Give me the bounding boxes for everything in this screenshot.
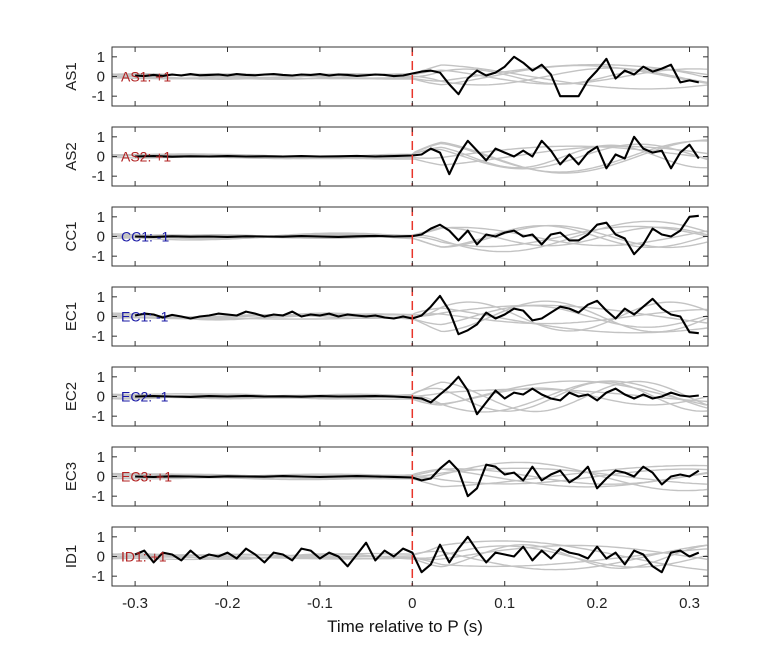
y-tick-label: -1 [92, 488, 105, 505]
panel-as1: 1 0 -1 AS1 AS1: +1 [63, 46, 709, 107]
background-trace [112, 304, 708, 324]
panel-ec1: 1 0 -1 EC1 EC1: -1 [63, 286, 709, 347]
station-annotation: EC2: -1 [121, 389, 169, 405]
y-tick-label: 1 [97, 209, 105, 226]
x-axis: -0.3 -0.2 -0.1 0 0.1 0.2 0.3 [122, 595, 700, 612]
y-tick-label: 0 [97, 469, 105, 486]
station-annotation: CC1: -1 [121, 229, 169, 245]
x-tick-label: -0.3 [122, 595, 148, 612]
station-annotation: AS1: +1 [121, 69, 171, 85]
background-trace [112, 145, 708, 166]
y-tick-label: -1 [92, 248, 105, 265]
y-axis-label: EC2 [63, 382, 80, 411]
panels-layer: 1 0 -1 AS1 AS1: +1 1 0 -1 AS2 AS2: +1 1 0 -1 CC1 CC1: … [63, 46, 709, 587]
x-tick-label: 0.3 [679, 595, 700, 612]
station-annotation: EC3: +1 [121, 469, 172, 485]
y-tick-label: -1 [92, 568, 105, 585]
y-tick-label: 0 [97, 229, 105, 246]
x-tick-label: 0.1 [494, 595, 515, 612]
station-annotation: AS2: +1 [121, 149, 171, 165]
station-annotation: EC1: -1 [121, 309, 169, 325]
y-tick-label: -1 [92, 328, 105, 345]
station-annotation: ID1: +1 [121, 549, 167, 565]
x-tick-label: -0.1 [307, 595, 333, 612]
trace-ec3 [135, 459, 700, 498]
trace-as1 [135, 55, 700, 98]
background-trace [112, 307, 708, 334]
panel-id1: 1 0 -1 ID1 ID1: +1 [63, 526, 709, 587]
y-tick-label: -1 [92, 168, 105, 185]
background-trace [112, 67, 708, 86]
panel-ec2: 1 0 -1 EC2 EC2: -1 [63, 366, 709, 427]
y-tick-label: 1 [97, 289, 105, 306]
y-tick-label: 0 [97, 309, 105, 326]
panel-ec3: 1 0 -1 EC3 EC3: +1 [63, 446, 709, 507]
y-tick-label: 1 [97, 529, 105, 546]
y-tick-label: 1 [97, 369, 105, 386]
y-tick-label: -1 [92, 408, 105, 425]
y-axis-label: AS2 [63, 142, 80, 170]
trace-ec2 [135, 375, 699, 416]
panel-cc1: 1 0 -1 CC1 CC1: -1 [63, 206, 709, 267]
trace-id1 [134, 535, 700, 574]
y-axis-label: EC1 [63, 302, 80, 331]
y-tick-label: 0 [97, 149, 105, 166]
y-tick-label: 1 [97, 49, 105, 66]
x-axis-label: Time relative to P (s) [327, 617, 483, 636]
background-trace [112, 540, 708, 571]
x-tick-label: 0.2 [587, 595, 608, 612]
panel-as2: 1 0 -1 AS2 AS2: +1 [63, 126, 709, 187]
y-tick-label: 0 [97, 389, 105, 406]
y-axis-label: ID1 [63, 545, 80, 568]
x-tick-label: 0 [408, 595, 416, 612]
y-axis-label: AS1 [63, 62, 80, 90]
y-tick-label: 1 [97, 449, 105, 466]
trace-cc1 [135, 214, 699, 256]
x-tick-label: -0.2 [215, 595, 241, 612]
y-axis-label: CC1 [63, 221, 80, 251]
y-tick-label: -1 [92, 88, 105, 105]
trace-ec1 [134, 294, 699, 336]
background-trace [112, 380, 708, 413]
background-trace [112, 543, 708, 569]
y-tick-label: 0 [97, 69, 105, 86]
y-tick-label: 0 [97, 549, 105, 566]
background-trace [112, 68, 708, 85]
y-tick-label: 1 [97, 129, 105, 146]
trace-as2 [135, 135, 700, 176]
y-axis-label: EC3 [63, 462, 80, 491]
